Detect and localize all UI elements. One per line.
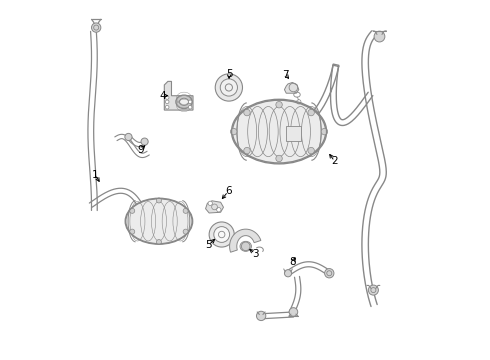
Circle shape: [92, 23, 101, 32]
Circle shape: [230, 129, 237, 135]
Circle shape: [285, 270, 292, 277]
Text: 4: 4: [160, 91, 167, 101]
Circle shape: [209, 222, 234, 247]
Circle shape: [289, 308, 298, 316]
Circle shape: [183, 229, 188, 234]
Ellipse shape: [232, 100, 326, 163]
Ellipse shape: [240, 241, 251, 251]
Circle shape: [166, 100, 169, 104]
Circle shape: [220, 79, 238, 96]
Polygon shape: [164, 81, 193, 110]
Text: 3: 3: [252, 248, 258, 258]
Circle shape: [321, 129, 328, 135]
Text: 5: 5: [205, 240, 212, 250]
Circle shape: [141, 138, 148, 145]
Text: 6: 6: [225, 186, 231, 197]
Circle shape: [130, 229, 135, 234]
Circle shape: [156, 239, 161, 244]
Circle shape: [188, 100, 192, 104]
Text: 7: 7: [283, 70, 289, 80]
Text: 1: 1: [92, 170, 98, 180]
Circle shape: [276, 102, 282, 108]
Circle shape: [125, 134, 132, 140]
Ellipse shape: [176, 95, 192, 109]
Circle shape: [183, 208, 188, 213]
Text: 2: 2: [331, 156, 338, 166]
Circle shape: [374, 31, 385, 42]
Circle shape: [188, 105, 192, 109]
Circle shape: [308, 147, 315, 154]
Circle shape: [214, 226, 230, 242]
Circle shape: [244, 147, 250, 154]
Circle shape: [166, 105, 169, 109]
Text: 8: 8: [290, 257, 296, 267]
Circle shape: [368, 285, 378, 295]
Circle shape: [166, 96, 169, 99]
Text: 9: 9: [138, 144, 145, 154]
Circle shape: [130, 208, 135, 213]
Ellipse shape: [179, 98, 189, 105]
Text: 5: 5: [226, 69, 233, 79]
Polygon shape: [205, 201, 223, 213]
Circle shape: [215, 74, 243, 101]
Circle shape: [308, 109, 315, 116]
Circle shape: [156, 198, 161, 203]
Polygon shape: [230, 229, 261, 252]
Ellipse shape: [126, 199, 192, 244]
Polygon shape: [285, 82, 299, 93]
Circle shape: [324, 269, 334, 278]
Circle shape: [244, 109, 250, 116]
Circle shape: [208, 201, 212, 206]
Circle shape: [256, 311, 266, 320]
Circle shape: [276, 155, 282, 162]
Bar: [286, 126, 300, 140]
Circle shape: [217, 208, 221, 212]
